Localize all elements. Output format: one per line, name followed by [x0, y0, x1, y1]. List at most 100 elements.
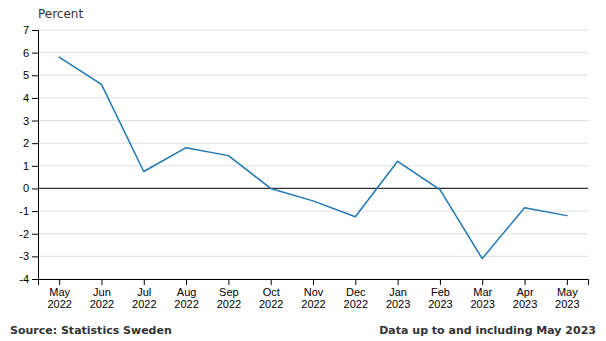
x-tick-label-line: 2023	[513, 298, 537, 310]
y-tick-mark	[32, 75, 38, 76]
x-tick-mark	[355, 279, 356, 285]
x-tick-mark	[482, 279, 483, 285]
y-tick-mark	[32, 53, 38, 54]
x-tick-label: Oct2022	[259, 286, 283, 311]
x-tick-label-line: 2023	[470, 298, 494, 310]
x-tick: Oct2022	[259, 279, 283, 310]
y-tick-mark	[32, 30, 38, 31]
x-tick: Jun2022	[90, 279, 114, 310]
x-tick-label: Jan2023	[386, 286, 410, 311]
x-tick-label: Jul2022	[132, 286, 156, 311]
x-tick: Nov2022	[301, 279, 325, 310]
x-tick-label-line: Aug	[177, 286, 197, 298]
y-tick-label: 4	[23, 92, 29, 104]
plot-area: -4-3-2-101234567May2022Jun2022Jul2022Aug…	[19, 24, 588, 310]
x-tick-label-line: 2022	[90, 298, 114, 310]
x-tick-label-line: Oct	[263, 286, 280, 298]
y-tick: 6	[23, 47, 38, 59]
x-tick-label-line: 2022	[47, 298, 71, 310]
chart-svg: -4-3-2-101234567May2022Jun2022Jul2022Aug…	[0, 0, 606, 341]
grid-line	[38, 52, 588, 53]
grid-line	[38, 188, 588, 189]
grid-line	[38, 233, 588, 234]
x-tick-mark	[186, 279, 187, 285]
y-tick: 5	[23, 69, 38, 81]
grid-line	[38, 30, 588, 31]
y-tick: 3	[23, 115, 38, 127]
y-tick: -1	[19, 205, 38, 217]
x-tick-mark	[228, 279, 229, 285]
x-tick-label: Aug2022	[174, 286, 198, 311]
grid-line	[38, 211, 588, 212]
x-tick-label-line: 2022	[344, 298, 368, 310]
x-tick: Aug2022	[174, 279, 198, 310]
y-tick: -2	[19, 228, 38, 240]
x-tick-mark	[440, 279, 441, 285]
y-tick-mark	[32, 166, 38, 167]
y-tick-mark	[32, 211, 38, 212]
y-tick-label: -1	[19, 205, 29, 217]
grid-line	[38, 256, 588, 257]
x-tick-label-line: Mar	[473, 286, 492, 298]
y-tick-label: 3	[23, 115, 29, 127]
marks	[59, 57, 567, 258]
x-tick-mark	[567, 279, 568, 285]
y-tick-label: -2	[19, 228, 29, 240]
y-tick-mark	[32, 234, 38, 235]
grid	[38, 30, 588, 279]
y-label: Percent	[38, 7, 83, 21]
x-tick-mark	[313, 279, 314, 285]
x-tick: Dec2022	[344, 279, 368, 310]
grid-line	[38, 120, 588, 121]
x-tick-label-line: Jun	[93, 286, 111, 298]
y-tick: 1	[23, 160, 38, 172]
y-tick-mark	[32, 121, 38, 122]
footer-note: Data up to and including May 2023	[379, 324, 596, 337]
x-tick-label-line: 2022	[217, 298, 241, 310]
x-tick-mark	[59, 279, 60, 285]
x-tick: Apr2023	[513, 279, 537, 310]
line	[59, 57, 567, 258]
y-tick: 2	[23, 137, 38, 149]
x-axis: May2022Jun2022Jul2022Aug2022Sep2022Oct20…	[39, 279, 589, 310]
y-tick: 4	[23, 92, 38, 104]
x-tick-label-line: 2023	[386, 298, 410, 310]
y-tick: -4	[19, 273, 38, 285]
x-tick: Mar2023	[470, 279, 494, 310]
grid-line	[38, 165, 588, 166]
y-axis: -4 -3 -2 -1 0 1 2 3 4 5 6 7	[19, 24, 38, 285]
x-tick: Feb2023	[428, 279, 452, 310]
y-tick-mark	[32, 98, 38, 99]
x-tick-label-line: May	[49, 286, 70, 298]
x-tick-mark	[144, 279, 145, 285]
footer-note: Source: Statistics Sweden	[10, 324, 172, 337]
chart-container: -4-3-2-101234567May2022Jun2022Jul2022Aug…	[0, 0, 606, 341]
x-tick-label-line: Jul	[137, 286, 151, 298]
x-tick-label: Dec2022	[344, 286, 368, 311]
zero-line	[38, 188, 588, 189]
y-tick-mark	[32, 256, 38, 257]
x-tick-label: Feb2023	[428, 286, 452, 311]
grid-line	[38, 75, 588, 76]
x-tick-label-line: Dec	[346, 286, 366, 298]
grid-line	[38, 97, 588, 98]
x-tick-label-line: 2023	[555, 298, 579, 310]
x-tick-mark	[101, 279, 102, 285]
x-tick: May2023	[555, 279, 579, 310]
y-tick: 0	[23, 182, 38, 194]
y-tick-label: 0	[23, 182, 29, 194]
x-tick-label-line: 2022	[132, 298, 156, 310]
x-tick-label: May2022	[47, 286, 71, 311]
y-tick-label: 5	[23, 69, 29, 81]
axis-line	[32, 31, 39, 280]
x-tick-label-line: 2022	[301, 298, 325, 310]
y-tick-label: 2	[23, 137, 29, 149]
y-tick-label: 1	[23, 160, 29, 172]
x-tick-label-line: Nov	[304, 286, 324, 298]
x-tick-label: Nov2022	[301, 286, 325, 311]
x-tick-label: Mar2023	[470, 286, 494, 311]
y-tick-mark	[32, 143, 38, 144]
y-tick-label: -4	[19, 273, 29, 285]
y-tick-label: 7	[23, 24, 29, 36]
y-tick-label: -3	[19, 250, 29, 262]
